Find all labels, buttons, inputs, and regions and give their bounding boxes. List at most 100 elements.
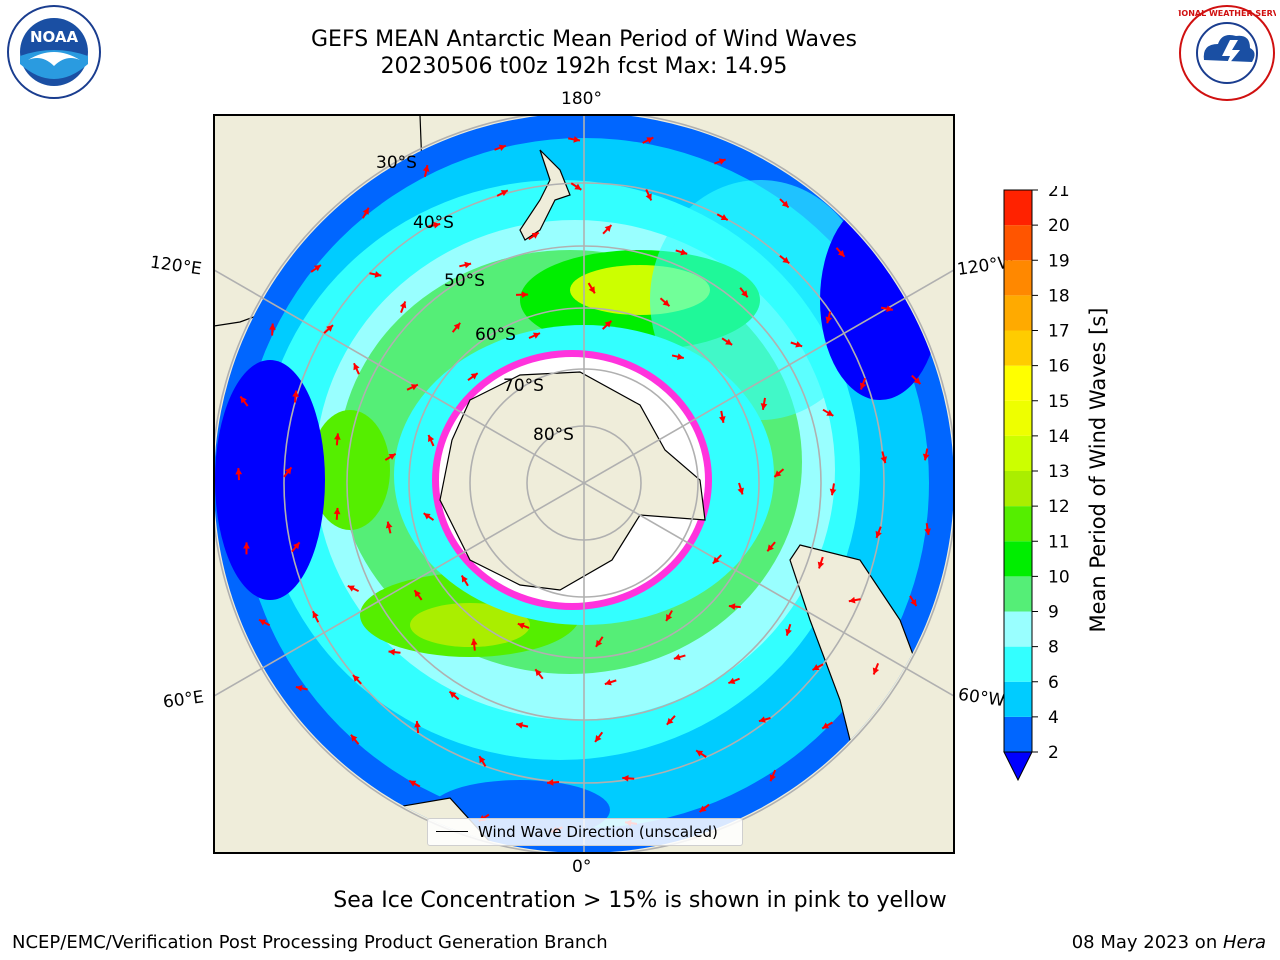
wave-direction-arrowhead bbox=[293, 542, 300, 550]
wave-direction-arrowhead bbox=[880, 456, 888, 464]
wave-direction-arrowhead bbox=[924, 528, 931, 536]
wave-direction-arrowhead bbox=[353, 363, 360, 371]
wave-direction-arrowhead bbox=[269, 323, 276, 330]
wave-direction-arrowhead bbox=[423, 513, 431, 520]
wave-direction-arrowhead bbox=[352, 675, 360, 682]
noaa-logo-text: NOAA bbox=[30, 28, 79, 46]
colorbar-tick-label: 8 bbox=[1048, 638, 1059, 658]
wave-direction-arrowhead bbox=[588, 286, 595, 294]
wave-direction-arrowhead bbox=[433, 221, 441, 229]
wave-direction-arrowhead bbox=[531, 232, 539, 239]
wave-direction-arrowhead bbox=[333, 507, 341, 515]
legend-line-icon bbox=[436, 831, 468, 832]
colorbar-segment bbox=[1004, 681, 1032, 717]
colorbar-tick-label: 2 bbox=[1048, 743, 1059, 763]
wave-direction-arrowhead bbox=[822, 722, 830, 729]
lon-label-top: 180° bbox=[561, 89, 602, 109]
footer-branch: NCEP/EMC/Verification Post Processing Pr… bbox=[12, 932, 608, 953]
wave-direction-arrowhead bbox=[677, 353, 684, 360]
wave-direction-arrowhead bbox=[769, 774, 776, 782]
wave-direction-arrowhead bbox=[516, 722, 524, 729]
colorbar-segment bbox=[1004, 611, 1032, 647]
wave-direction-arrowhead bbox=[725, 338, 733, 345]
wave-direction-arrowhead bbox=[292, 390, 299, 397]
wave-direction-arrowhead bbox=[350, 734, 358, 742]
wind-wave-arrows bbox=[235, 136, 931, 833]
wave-direction-arrowhead bbox=[461, 575, 468, 583]
colorbar-segment bbox=[1004, 506, 1032, 542]
wave-direction-arrowhead bbox=[758, 716, 766, 723]
wave-direction-arrowhead bbox=[388, 453, 396, 460]
colorbar-segment bbox=[1004, 295, 1032, 331]
wave-direction-arrowhead bbox=[347, 585, 355, 592]
wave-direction-arrowhead bbox=[573, 136, 581, 143]
wave-direction-arrowhead bbox=[699, 805, 707, 813]
chart-subtitle: 20230506 t00z 192h fcst Max: 14.95 bbox=[380, 54, 788, 79]
footer-machine: Hera bbox=[1222, 932, 1266, 953]
lat-label-70s: 70°S bbox=[503, 376, 544, 396]
wave-direction-arrowhead bbox=[719, 416, 726, 423]
wave-direction-arrowhead bbox=[645, 193, 652, 201]
wave-direction-arrowhead bbox=[837, 249, 845, 257]
land-new-zealand bbox=[519, 149, 571, 241]
colorbar-tick-label: 13 bbox=[1048, 462, 1070, 482]
wave-direction-arrowhead bbox=[259, 619, 267, 626]
wave-direction-arrowhead bbox=[826, 409, 834, 416]
wave-direction-arrowhead bbox=[453, 322, 461, 330]
wave-direction-arrowhead bbox=[720, 214, 728, 221]
wave-direction-arrowhead bbox=[449, 691, 457, 699]
wave-direction-arrowhead bbox=[817, 561, 825, 569]
wave-direction-arrowhead bbox=[409, 780, 417, 787]
colorbar-segment bbox=[1004, 471, 1032, 507]
wave-direction-arrowhead bbox=[326, 325, 333, 332]
colorbar-segment bbox=[1004, 541, 1032, 577]
colorbar-segment bbox=[1004, 646, 1032, 682]
colorbar-segment bbox=[1004, 576, 1032, 612]
wave-direction-arrowhead bbox=[666, 614, 673, 622]
footer-date: 08 May 2023 on Hera bbox=[1072, 932, 1266, 953]
wave-direction-arrowhead bbox=[922, 453, 930, 461]
wave-direction-arrowhead bbox=[760, 403, 768, 410]
noaa-logo: NOAA bbox=[7, 5, 101, 99]
colorbar-tick-label: 18 bbox=[1048, 286, 1070, 306]
wave-direction-arrowhead bbox=[464, 261, 472, 269]
lat-label-30s: 30°S bbox=[376, 153, 417, 173]
wave-direction-arrowhead bbox=[470, 373, 478, 380]
colorbar-segment bbox=[1004, 435, 1032, 471]
wave-direction-arrowhead bbox=[812, 664, 820, 670]
lat-label-80s: 80°S bbox=[533, 425, 574, 445]
wave-direction-arrowhead bbox=[295, 684, 303, 692]
wave-direction-arrowhead bbox=[913, 377, 921, 384]
nws-logo-text: NATIONAL WEATHER SERVICE bbox=[1178, 9, 1276, 18]
wave-direction-arrowhead bbox=[875, 530, 882, 538]
wave-direction-arrowhead bbox=[910, 599, 917, 607]
colorbar-tick-label: 11 bbox=[1048, 532, 1070, 552]
wave-direction-arrowhead bbox=[673, 653, 681, 661]
wave-direction-arrowhead bbox=[774, 470, 782, 477]
map-frame bbox=[213, 114, 955, 854]
colorbar-tick-label: 19 bbox=[1048, 251, 1070, 271]
wave-direction-arrowhead bbox=[712, 556, 720, 564]
sea-ice-caption: Sea Ice Concentration > 15% is shown in … bbox=[333, 888, 947, 913]
chart-title: GEFS MEAN Antarctic Mean Period of Wind … bbox=[311, 27, 857, 52]
footer-date-text: 08 May 2023 on bbox=[1071, 932, 1223, 953]
wave-direction-arrowhead bbox=[622, 774, 629, 782]
colorbar-segment bbox=[1004, 400, 1032, 436]
wave-direction-arrowhead bbox=[741, 290, 748, 298]
wave-direction-arrowhead bbox=[886, 305, 893, 313]
wave-direction-arrowhead bbox=[604, 679, 612, 686]
colorbar-underflow-triangle bbox=[1003, 751, 1033, 782]
wave-direction-arrowhead bbox=[428, 434, 435, 442]
graticule bbox=[214, 115, 954, 853]
wave-direction-arrowhead bbox=[313, 265, 321, 272]
wave-direction-arrowhead bbox=[243, 542, 250, 549]
wave-direction-arrowhead bbox=[399, 301, 407, 309]
wave-direction-arrowhead bbox=[535, 669, 542, 677]
wave-direction-arrowhead bbox=[470, 638, 478, 646]
colorbar-segment bbox=[1004, 365, 1032, 401]
wave-direction-arrowhead bbox=[414, 590, 421, 598]
colorbar-segment bbox=[1004, 260, 1032, 296]
wave-direction-arrowhead bbox=[785, 628, 792, 636]
wave-direction-arrowhead bbox=[374, 271, 382, 278]
wave-direction-arrowhead bbox=[646, 137, 654, 144]
